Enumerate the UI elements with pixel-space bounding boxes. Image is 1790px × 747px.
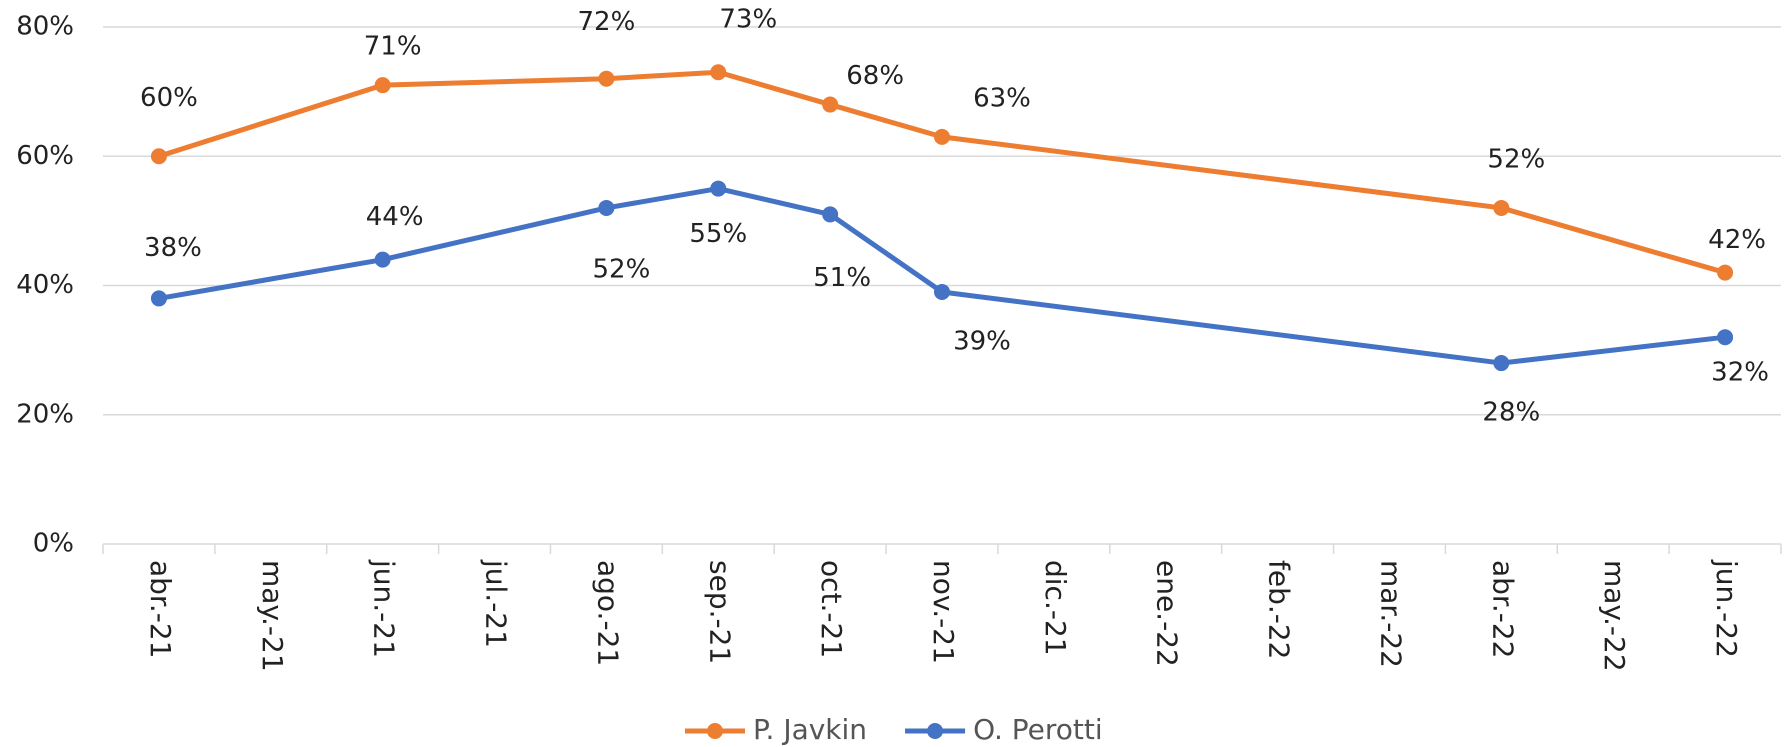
marker bbox=[374, 77, 391, 94]
x-tick-label: nov.-21 bbox=[927, 560, 960, 664]
marker bbox=[822, 206, 839, 223]
line-segment bbox=[603, 186, 721, 211]
marker bbox=[934, 128, 950, 145]
marker bbox=[1493, 199, 1510, 216]
data-label: 38% bbox=[144, 233, 202, 263]
x-tick-label: mar.-22 bbox=[1374, 560, 1407, 668]
data-label: 60% bbox=[140, 83, 198, 113]
x-tick-label: abr.-21 bbox=[144, 560, 177, 659]
marker bbox=[150, 148, 167, 165]
y-tick-label: 40% bbox=[16, 270, 74, 300]
data-label: 68% bbox=[846, 61, 904, 91]
legend-label: P. Javkin bbox=[753, 713, 867, 746]
line-segment bbox=[939, 289, 1504, 366]
x-tick-label: jun.-21 bbox=[368, 559, 401, 658]
legend-marker bbox=[927, 723, 944, 739]
marker bbox=[1493, 355, 1510, 372]
line-segment bbox=[156, 82, 386, 159]
x-tick-label: sep.-21 bbox=[703, 560, 736, 664]
x-tick-label: ene.-22 bbox=[1151, 560, 1184, 667]
y-tick-label: 80% bbox=[16, 12, 74, 42]
data-label: 55% bbox=[689, 219, 747, 249]
line-segment bbox=[715, 69, 833, 108]
data-label: 52% bbox=[593, 254, 651, 284]
line-segment bbox=[380, 76, 609, 88]
line-segment bbox=[1498, 205, 1728, 276]
marker bbox=[1717, 264, 1734, 281]
legend-marker bbox=[707, 723, 723, 739]
marker bbox=[710, 64, 727, 81]
x-tick-label: oct.-21 bbox=[815, 560, 848, 658]
legend: P. Javkin O. Perotti bbox=[685, 713, 1103, 746]
data-label: 71% bbox=[364, 32, 422, 62]
line-segment bbox=[380, 205, 609, 263]
y-tick-label: 20% bbox=[16, 399, 74, 429]
x-tick-label: ago.-21 bbox=[591, 560, 624, 666]
data-label: 52% bbox=[1487, 144, 1545, 174]
legend-label: O. Perotti bbox=[973, 713, 1103, 746]
x-tick-label: jun.-22 bbox=[1710, 559, 1743, 658]
series bbox=[150, 64, 1734, 281]
marker bbox=[598, 70, 615, 87]
x-tick-label: abr.-22 bbox=[1486, 560, 1519, 659]
y-tick-label: 0% bbox=[33, 529, 74, 559]
line-segment bbox=[939, 134, 1504, 211]
x-tick-label: may.-22 bbox=[1598, 560, 1631, 672]
line-segment bbox=[1498, 334, 1728, 366]
line-segment bbox=[827, 211, 945, 295]
line-segment bbox=[603, 69, 721, 82]
data-label: 42% bbox=[1708, 225, 1766, 255]
marker bbox=[1717, 329, 1734, 346]
line-segment bbox=[827, 102, 945, 140]
data-label: 39% bbox=[953, 326, 1011, 356]
y-tick-label: 60% bbox=[16, 141, 74, 171]
marker bbox=[374, 251, 391, 268]
marker bbox=[598, 199, 615, 216]
line-segment bbox=[715, 186, 833, 217]
data-label: 28% bbox=[1482, 398, 1540, 428]
data-label: 72% bbox=[578, 7, 636, 37]
x-tick-label: jul.-21 bbox=[480, 559, 513, 648]
marker bbox=[822, 96, 839, 113]
series bbox=[150, 180, 1734, 372]
data-label: 51% bbox=[813, 263, 871, 293]
data-label: 44% bbox=[366, 202, 424, 232]
data-label: 63% bbox=[973, 83, 1031, 113]
x-tick-label: feb.-22 bbox=[1263, 560, 1296, 660]
marker bbox=[150, 290, 167, 307]
data-label: 73% bbox=[719, 5, 777, 35]
line-segment bbox=[156, 257, 386, 301]
x-tick-label: may.-21 bbox=[256, 560, 289, 672]
x-tick-label: dic.-21 bbox=[1039, 560, 1072, 656]
marker bbox=[934, 283, 950, 300]
marker bbox=[710, 180, 727, 197]
data-label: 32% bbox=[1711, 358, 1769, 388]
